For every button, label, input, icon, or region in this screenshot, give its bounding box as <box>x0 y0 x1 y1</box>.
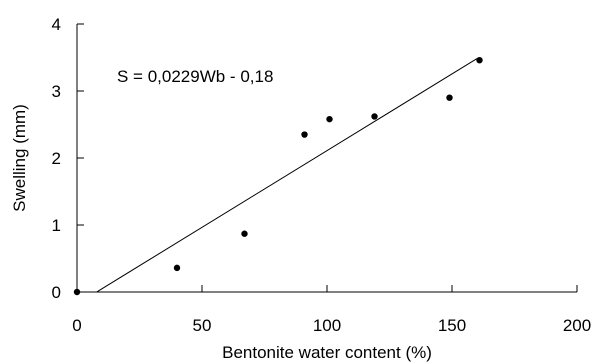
y-tick-label: 3 <box>52 82 61 101</box>
data-point <box>371 113 378 120</box>
y-tick-label: 1 <box>52 216 61 235</box>
data-point <box>476 56 483 64</box>
axes <box>76 24 577 293</box>
x-tick-label: 200 <box>563 316 591 335</box>
data-point <box>446 94 453 101</box>
regression-line <box>96 58 478 293</box>
y-ticks: 0 1 2 3 4 <box>52 15 84 302</box>
x-tick-label: 100 <box>313 316 341 335</box>
x-tick-label: 150 <box>438 316 466 335</box>
y-tick-label: 4 <box>52 15 61 34</box>
y-tick-label: 2 <box>52 149 61 168</box>
y-tick-label: 0 <box>52 283 61 302</box>
x-tick-label: 0 <box>72 316 81 335</box>
data-point <box>173 264 181 272</box>
data-point <box>241 230 248 237</box>
x-axis-label: Bentonite water content (%) <box>222 343 432 362</box>
x-ticks: 0 50 100 150 200 <box>72 285 591 335</box>
data-point <box>73 288 81 296</box>
data-points <box>73 56 483 296</box>
data-point <box>326 115 333 123</box>
data-point <box>301 131 308 138</box>
x-tick-label: 50 <box>193 316 212 335</box>
y-axis-label: Swelling (mm) <box>10 104 29 212</box>
regression-equation: S = 0,0229Wb - 0,18 <box>117 67 273 86</box>
